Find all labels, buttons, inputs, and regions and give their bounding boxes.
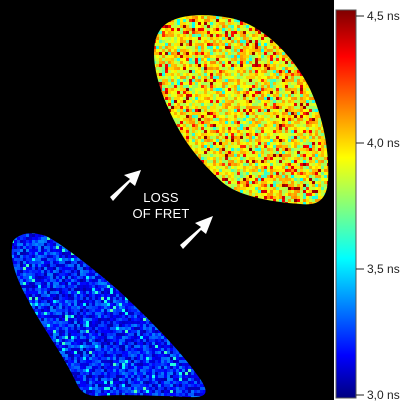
- annotation-line1: LOSS: [143, 190, 179, 205]
- colorbar-tick-label: 3,5 ns: [367, 262, 400, 276]
- annotation-line2: OF FRET: [132, 206, 190, 221]
- colorbar-tick-label: 3,0 ns: [367, 388, 400, 402]
- colorbar-tick-label: 4,0 ns: [367, 136, 400, 150]
- arrow-icon: [180, 216, 213, 249]
- colorbar: [335, 9, 357, 399]
- loss-of-fret-label: LOSS OF FRET: [128, 190, 194, 222]
- arrow-icon: [110, 170, 141, 201]
- colorbar-tick-label: 4,5 ns: [367, 9, 400, 23]
